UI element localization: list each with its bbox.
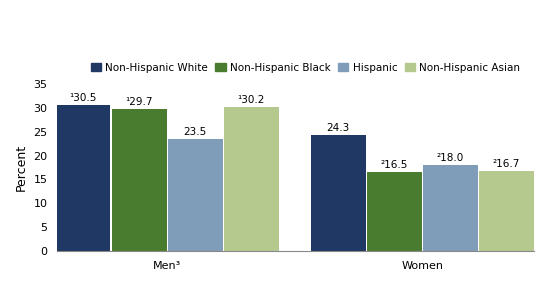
Text: ²16.7: ²16.7 xyxy=(493,159,520,169)
Text: 24.3: 24.3 xyxy=(326,123,349,133)
Bar xyxy=(167,139,223,251)
Text: ¹29.7: ¹29.7 xyxy=(125,97,153,107)
Text: 23.5: 23.5 xyxy=(184,127,207,137)
Bar xyxy=(367,172,422,251)
Y-axis label: Percent: Percent xyxy=(15,144,28,191)
Text: ²18.0: ²18.0 xyxy=(437,153,464,163)
Bar xyxy=(55,105,110,251)
Bar xyxy=(423,165,478,251)
Bar xyxy=(224,107,279,251)
Bar xyxy=(479,171,534,251)
Bar xyxy=(311,135,366,251)
Text: ²16.5: ²16.5 xyxy=(380,160,408,170)
Legend: Non-Hispanic White, Non-Hispanic Black, Hispanic, Non-Hispanic Asian: Non-Hispanic White, Non-Hispanic Black, … xyxy=(87,59,524,77)
Text: ¹30.5: ¹30.5 xyxy=(69,93,97,103)
Text: ¹30.2: ¹30.2 xyxy=(237,95,265,105)
Bar xyxy=(111,109,166,251)
